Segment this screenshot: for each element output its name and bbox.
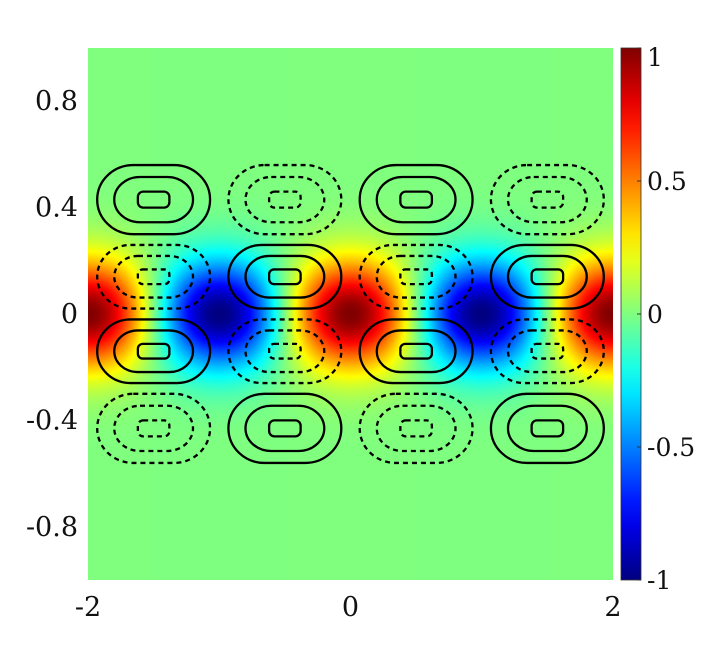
contour-cell-15 (489, 392, 605, 465)
contour-line (113, 404, 195, 453)
contour-cell-10 (358, 318, 474, 385)
contour-line (227, 243, 343, 310)
contour-cell-12 (96, 392, 212, 465)
contour-line (96, 163, 212, 236)
colorbar-tick-label: 0 (647, 300, 663, 329)
plot-area (88, 48, 613, 580)
contour-line (375, 329, 457, 374)
contour-cell-1 (227, 163, 343, 236)
contour-line (489, 392, 605, 465)
contour-line (113, 254, 195, 299)
contour-cell-2 (358, 163, 474, 236)
y-tick-label: 0.4 (35, 193, 78, 224)
contour-line (375, 254, 457, 299)
contour-line (530, 268, 565, 286)
colorbar-tick-label: 1 (647, 43, 663, 72)
colorbar-tick-label: -1 (647, 566, 671, 595)
contour-line (136, 268, 171, 286)
heatmap-field (88, 48, 613, 580)
contour-line (489, 318, 605, 385)
contour-line (358, 392, 474, 465)
colorbar: 1 0.5 0 -0.5 -1 (620, 43, 695, 595)
contour-line (399, 268, 434, 286)
contour-line (244, 404, 326, 453)
contour-line (244, 175, 326, 224)
contour-line (399, 190, 434, 209)
contour-line (506, 404, 588, 453)
contour-line (399, 419, 434, 438)
colorbar-tick-label: -0.5 (647, 433, 695, 462)
colorbar-tick-labels: 1 0.5 0 -0.5 -1 (637, 43, 695, 595)
y-tick-label: -0.4 (26, 405, 78, 436)
contour-line (244, 254, 326, 299)
contour-cell-3 (489, 163, 605, 236)
contour-line (375, 404, 457, 453)
contour-line (530, 190, 565, 209)
contour-line (244, 329, 326, 374)
colorbar-tick-label: 0.5 (647, 167, 687, 196)
y-axis-tick-labels: 0.8 0.4 0 -0.4 -0.8 (26, 86, 78, 543)
contour-line (96, 392, 212, 465)
contour-line (506, 329, 588, 374)
contour-cell-0 (96, 163, 212, 236)
x-tick-label: -2 (75, 592, 101, 623)
contour-line (267, 419, 302, 438)
contour-line (227, 392, 343, 465)
contour-cell-8 (96, 318, 212, 385)
contour-cell-7 (489, 243, 605, 310)
y-tick-label: 0.8 (35, 86, 78, 117)
contour-line (227, 318, 343, 385)
contour-line (399, 342, 434, 360)
contour-line (96, 318, 212, 385)
x-tick-label: 0 (342, 592, 359, 623)
contour-line (358, 318, 474, 385)
contour-line (96, 243, 212, 310)
contour-line (358, 163, 474, 236)
contour-layer (96, 163, 605, 465)
contour-line (530, 342, 565, 360)
contour-line (489, 243, 605, 310)
contour-cell-14 (358, 392, 474, 465)
x-axis-tick-labels: -2 0 2 (75, 592, 622, 623)
contour-line (489, 163, 605, 236)
contour-cell-13 (227, 392, 343, 465)
contour-line (375, 175, 457, 224)
contour-cell-6 (358, 243, 474, 310)
contour-line (358, 243, 474, 310)
contour-line (267, 190, 302, 209)
contour-line (506, 175, 588, 224)
contour-line (267, 342, 302, 360)
x-tick-label: 2 (604, 592, 621, 623)
y-tick-label: -0.8 (26, 512, 78, 543)
contour-line (530, 419, 565, 438)
contour-cell-5 (227, 243, 343, 310)
contour-line (113, 175, 195, 224)
contour-line (227, 163, 343, 236)
contour-cell-4 (96, 243, 212, 310)
contour-line (136, 419, 171, 438)
contour-line (506, 254, 588, 299)
contour-line (136, 342, 171, 360)
contour-line (267, 268, 302, 286)
contour-line (136, 190, 171, 209)
contour-cell-9 (227, 318, 343, 385)
contour-line (113, 329, 195, 374)
y-tick-label: 0 (61, 299, 78, 330)
contour-cell-11 (489, 318, 605, 385)
